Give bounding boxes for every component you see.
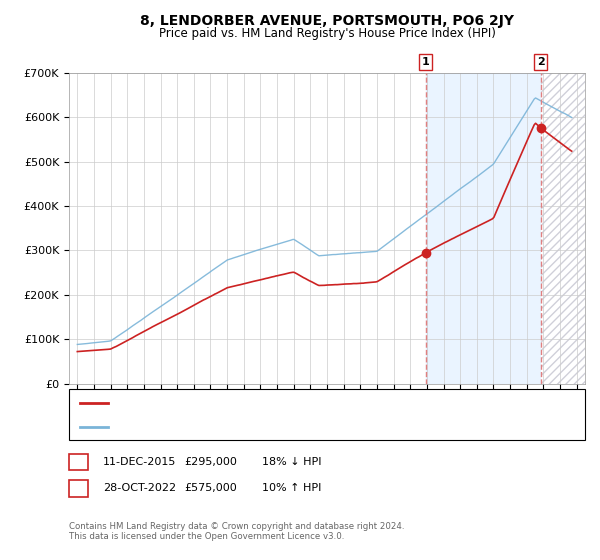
Text: 2: 2 <box>536 57 544 67</box>
Bar <box>541 73 585 384</box>
Text: 1: 1 <box>422 57 430 67</box>
Text: HPI: Average price, detached house, Portsmouth: HPI: Average price, detached house, Port… <box>114 422 367 432</box>
Text: 2: 2 <box>74 482 83 495</box>
Text: 28-OCT-2022: 28-OCT-2022 <box>103 483 176 493</box>
Text: £295,000: £295,000 <box>184 457 237 467</box>
Bar <box>541 73 585 384</box>
Text: 8, LENDORBER AVENUE, PORTSMOUTH, PO6 2JY: 8, LENDORBER AVENUE, PORTSMOUTH, PO6 2JY <box>140 14 514 28</box>
Text: 11-DEC-2015: 11-DEC-2015 <box>103 457 176 467</box>
Bar <box>425 73 541 384</box>
Text: Price paid vs. HM Land Registry's House Price Index (HPI): Price paid vs. HM Land Registry's House … <box>158 27 496 40</box>
Text: Contains HM Land Registry data © Crown copyright and database right 2024.
This d: Contains HM Land Registry data © Crown c… <box>69 522 404 542</box>
Text: 10% ↑ HPI: 10% ↑ HPI <box>262 483 322 493</box>
Text: 18% ↓ HPI: 18% ↓ HPI <box>262 457 322 467</box>
Text: £575,000: £575,000 <box>184 483 237 493</box>
Text: 1: 1 <box>74 455 83 469</box>
Text: 8, LENDORBER AVENUE, PORTSMOUTH, PO6 2JY (detached house): 8, LENDORBER AVENUE, PORTSMOUTH, PO6 2JY… <box>114 398 457 408</box>
